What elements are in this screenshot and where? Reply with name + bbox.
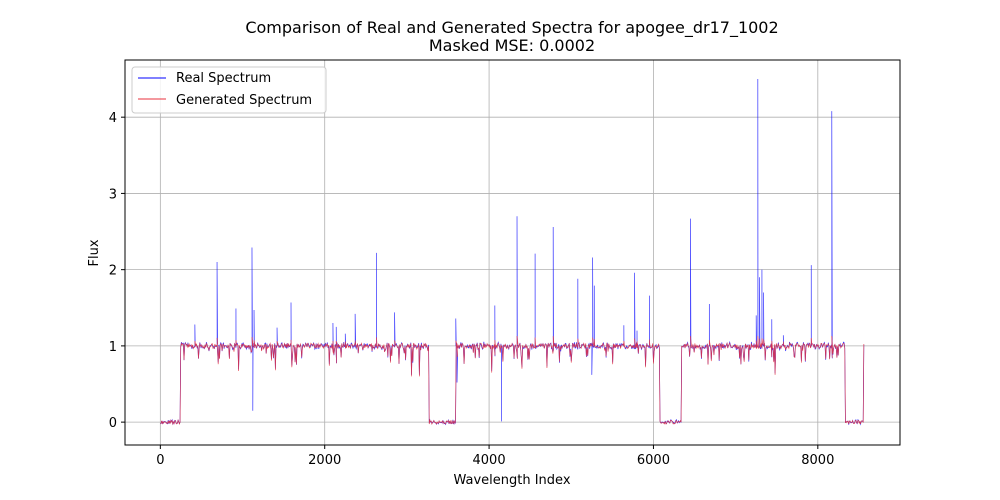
y-tick-label: 0: [109, 416, 117, 431]
x-tick-label: 4000: [473, 453, 506, 468]
y-tick-label: 3: [109, 187, 117, 202]
x-tick-label: 2000: [308, 453, 341, 468]
x-tick-label: 6000: [637, 453, 670, 468]
chart-title: Comparison of Real and Generated Spectra…: [245, 18, 778, 38]
plot-area: [160, 79, 865, 426]
generated-spectrum-line: [160, 335, 865, 426]
y-tick-label: 2: [109, 264, 117, 279]
y-tick-label: 1: [109, 340, 117, 355]
x-tick-label: 0: [156, 453, 164, 468]
chart-subtitle: Masked MSE: 0.0002: [429, 36, 595, 55]
legend: Real Spectrum Generated Spectrum: [131, 66, 327, 114]
x-axis: 0 2000 4000 6000 8000: [156, 445, 834, 468]
plot-frame: [124, 59, 901, 446]
x-axis-label: Wavelength Index: [453, 473, 570, 488]
y-tick-label: 4: [109, 111, 117, 126]
y-axis: 0 1 2 3 4: [109, 111, 125, 431]
legend-real-label: Real Spectrum: [176, 71, 271, 86]
x-tick-label: 8000: [801, 453, 834, 468]
legend-generated-label: Generated Spectrum: [176, 93, 312, 108]
legend-box: [131, 66, 327, 114]
y-axis-label: Flux: [87, 239, 102, 266]
